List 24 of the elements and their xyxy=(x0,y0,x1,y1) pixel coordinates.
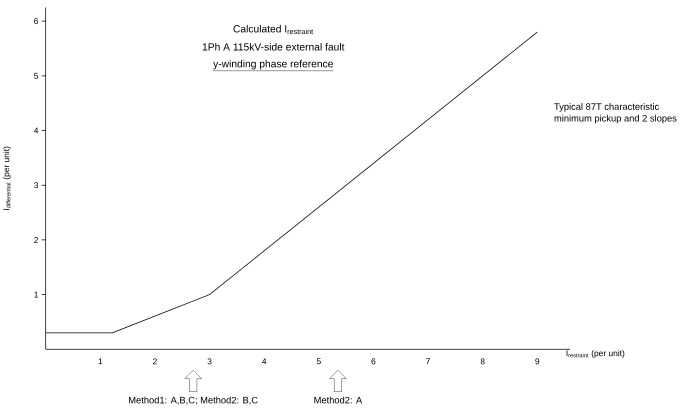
y-tick-label: 6 xyxy=(34,18,38,24)
x-tick-label: 2 xyxy=(153,358,157,364)
y-tick-label: 1 xyxy=(34,292,38,298)
annotation: minimum pickup and 2 slopes xyxy=(554,114,677,124)
y-tick-label: 2 xyxy=(34,236,38,243)
y-tick-label: 5 xyxy=(34,72,38,79)
x-tick-label: 3 xyxy=(208,358,212,364)
x-tick-label: 5 xyxy=(316,358,321,364)
x-tick-label: 8 xyxy=(480,358,485,364)
text: Method1: A,B,C; Method2: B,C xyxy=(129,396,258,404)
annotation: Typical 87T characteristic xyxy=(554,102,659,112)
text: 1Ph A 115kV-side external fault xyxy=(202,42,344,50)
x-axis-title: $\text{I}_{\text{restraint}}\text{ (per unit)}$ xyxy=(566,350,624,358)
x-tick-label: 4 xyxy=(262,358,266,364)
x-tick-label: 7 xyxy=(426,358,430,364)
x-tick-label: 9 xyxy=(535,358,540,364)
text: Method2: A xyxy=(314,396,362,404)
x-tick-label: 6 xyxy=(372,358,376,364)
x-tick-label: 1 xyxy=(98,358,102,364)
y-tick-label: 3 xyxy=(34,182,38,188)
y-tick-label: 4 xyxy=(34,128,38,134)
annotation: y-winding phase reference xyxy=(213,60,333,70)
y-axis-title: $\text{I}_{\text{differential}}\text{ (per unit)}$ xyxy=(3,146,11,210)
text: $\text{Calculated I}_{\text{restraint}}$ xyxy=(234,24,314,34)
